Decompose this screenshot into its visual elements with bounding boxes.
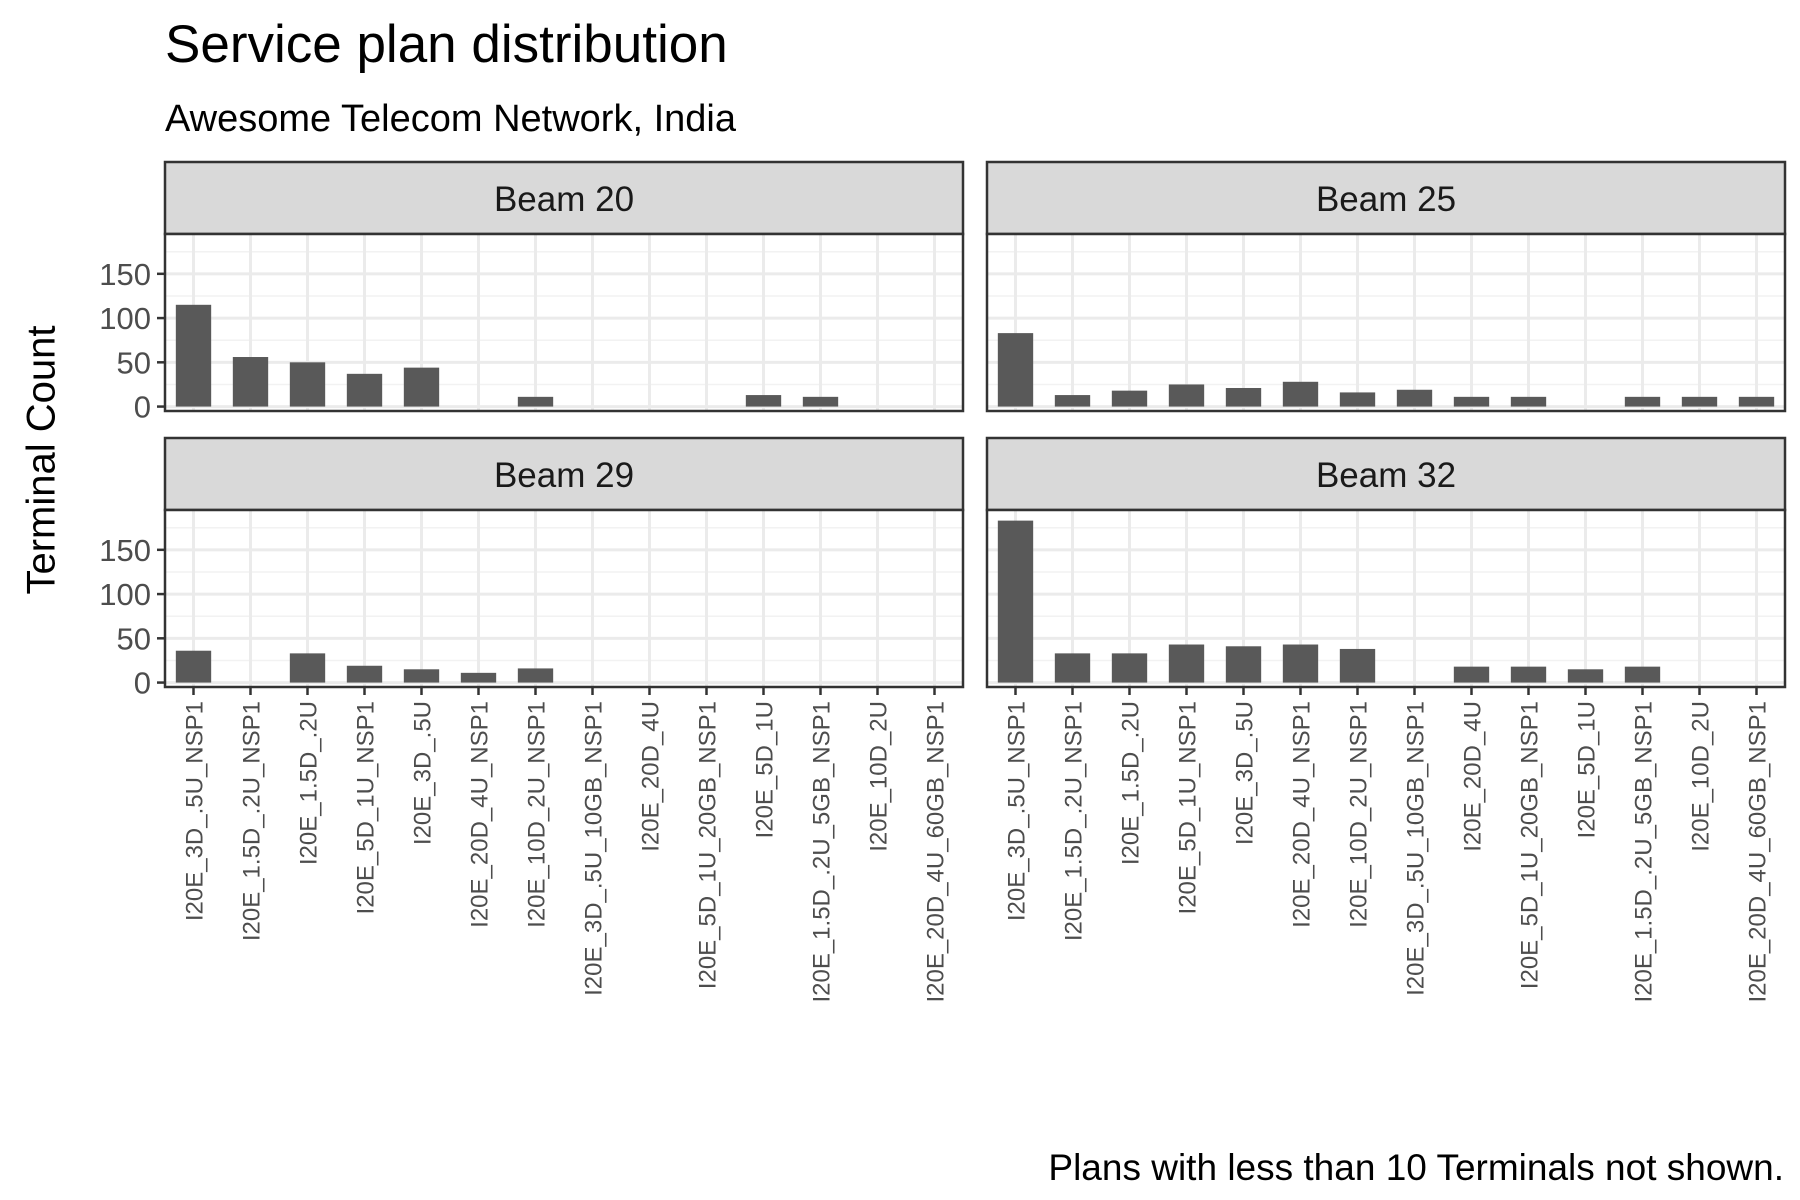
panel-beam-25: Beam 25 bbox=[985, 160, 1787, 413]
bar bbox=[1681, 396, 1718, 407]
x-tick-label: I20E_20D_4U bbox=[1460, 701, 1487, 852]
y-tick-label: 0 bbox=[134, 390, 151, 425]
bar bbox=[1054, 653, 1091, 683]
x-tick-label: I20E_20D_4U_NSP1 bbox=[467, 701, 494, 928]
bar bbox=[175, 304, 212, 407]
bar bbox=[289, 362, 326, 407]
facet-strip-label: Beam 32 bbox=[1316, 456, 1456, 495]
bar bbox=[403, 367, 440, 407]
bar bbox=[1282, 381, 1319, 407]
y-tick-label: 100 bbox=[99, 577, 151, 612]
x-tick-label: I20E_20D_4U_60GB_NSP1 bbox=[1745, 701, 1772, 1003]
x-tick-label: I20E_20D_4U_NSP1 bbox=[1289, 701, 1316, 928]
x-tick-label: I20E_20D_4U bbox=[638, 701, 665, 852]
panel-background bbox=[987, 234, 1785, 411]
bar bbox=[232, 357, 269, 407]
x-tick-label: I20E_5D_1U_20GB_NSP1 bbox=[695, 701, 722, 989]
panel-border bbox=[985, 508, 1787, 689]
bar bbox=[802, 396, 839, 407]
bar bbox=[1111, 390, 1148, 407]
x-tick-label: I20E_1.5D_.2U_5GB_NSP1 bbox=[809, 701, 836, 1003]
bar bbox=[1282, 644, 1319, 683]
panel-beam-20: Beam 20 0 50 100 150 bbox=[99, 160, 965, 425]
x-tick-label: I20E_10D_2U_NSP1 bbox=[524, 701, 551, 928]
bar bbox=[997, 520, 1034, 683]
bar bbox=[1168, 644, 1205, 683]
bar bbox=[1738, 396, 1775, 407]
bar bbox=[460, 672, 497, 683]
bar bbox=[1339, 648, 1376, 683]
x-tick-label: I20E_1.5D_.2U_NSP1 bbox=[239, 701, 266, 941]
x-tick-label: I20E_1.5D_.2U_NSP1 bbox=[1061, 701, 1088, 941]
bar bbox=[1339, 392, 1376, 407]
bar bbox=[1453, 666, 1490, 683]
bar bbox=[517, 668, 554, 683]
bar bbox=[1567, 669, 1604, 683]
panel-beam-29: Beam 29 0 50 100 150 I20E_3D_.5U_NSP1 I20E_1.5… bbox=[99, 436, 965, 1003]
bar bbox=[1453, 396, 1490, 407]
x-tick-label: I20E_10D_2U bbox=[866, 701, 893, 852]
facet-strip-label: Beam 25 bbox=[1316, 180, 1456, 219]
bar bbox=[175, 650, 212, 683]
bar bbox=[346, 373, 383, 407]
bar bbox=[289, 653, 326, 683]
bar bbox=[346, 665, 383, 683]
y-tick-label: 150 bbox=[99, 257, 151, 292]
facet-strip bbox=[985, 436, 1787, 512]
bar bbox=[1624, 666, 1661, 683]
bar bbox=[517, 396, 554, 407]
chart-title: Service plan distribution bbox=[165, 15, 728, 74]
x-tick-label: I20E_3D_.5U_10GB_NSP1 bbox=[1403, 701, 1430, 996]
panel-border bbox=[163, 508, 965, 689]
x-tick-label: I20E_5D_1U bbox=[1574, 701, 1601, 838]
bar bbox=[403, 669, 440, 683]
x-tick-label: I20E_5D_1U_NSP1 bbox=[1175, 701, 1202, 914]
chart-subtitle: Awesome Telecom Network, India bbox=[165, 98, 736, 140]
bar bbox=[1510, 666, 1547, 683]
facet-strip-label: Beam 29 bbox=[494, 456, 634, 495]
bar bbox=[1396, 389, 1433, 407]
x-tick-label: I20E_3D_.5U bbox=[410, 701, 437, 845]
x-tick-label: I20E_10D_2U_NSP1 bbox=[1346, 701, 1373, 928]
bar bbox=[1054, 395, 1091, 407]
bar bbox=[1111, 653, 1148, 683]
x-tick-label: I20E_10D_2U bbox=[1688, 701, 1715, 852]
facet-strip bbox=[163, 436, 965, 512]
y-tick-label: 150 bbox=[99, 533, 151, 568]
y-tick-label: 100 bbox=[99, 301, 151, 336]
y-tick-label: 50 bbox=[117, 345, 151, 380]
bar bbox=[745, 395, 782, 407]
bar bbox=[997, 333, 1034, 407]
bar bbox=[1225, 387, 1262, 407]
x-tick-label: I20E_1.5D_.2U bbox=[1118, 701, 1145, 865]
panel-beam-32: Beam 32 I20E_3D_.5U_NSP1 I20E_1.5D_.2U_NSP… bbox=[985, 436, 1787, 1003]
x-tick-label: I20E_1.5D_.2U_5GB_NSP1 bbox=[1631, 701, 1658, 1003]
y-tick-label: 0 bbox=[134, 666, 151, 701]
panel-border bbox=[163, 232, 965, 413]
x-tick-label: I20E_3D_.5U_NSP1 bbox=[1004, 701, 1031, 921]
facet-strip-label: Beam 20 bbox=[494, 180, 634, 219]
x-tick-label: I20E_3D_.5U bbox=[1232, 701, 1259, 845]
bar bbox=[1510, 396, 1547, 407]
panel-border bbox=[985, 232, 1787, 413]
chart-caption: Plans with less than 10 Terminals not sh… bbox=[1048, 1147, 1784, 1188]
bar bbox=[1624, 396, 1661, 407]
x-tick-label: I20E_3D_.5U_10GB_NSP1 bbox=[581, 701, 608, 996]
x-tick-label: I20E_1.5D_.2U bbox=[296, 701, 323, 865]
bar bbox=[1225, 646, 1262, 683]
x-tick-label: I20E_5D_1U_20GB_NSP1 bbox=[1517, 701, 1544, 989]
y-tick-label: 50 bbox=[117, 621, 151, 656]
x-tick-label: I20E_20D_4U_60GB_NSP1 bbox=[923, 701, 950, 1003]
x-tick-label: I20E_5D_1U_NSP1 bbox=[353, 701, 380, 914]
x-tick-label: I20E_5D_1U bbox=[752, 701, 779, 838]
bar bbox=[1168, 384, 1205, 407]
x-tick-label: I20E_3D_.5U_NSP1 bbox=[182, 701, 209, 921]
